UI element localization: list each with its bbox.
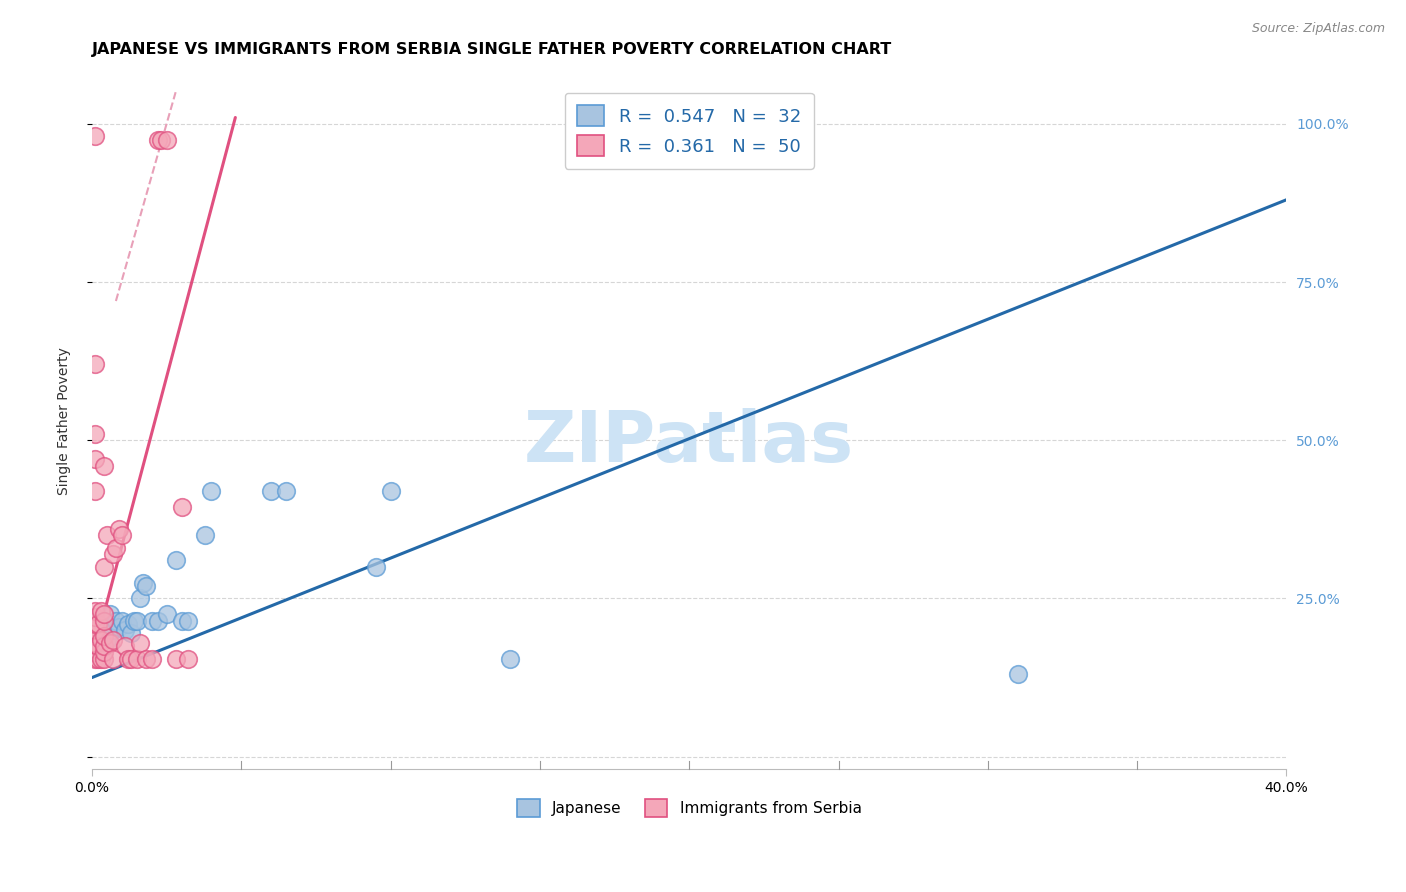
Point [93, 639, 115, 653]
Point [176, 651, 198, 665]
Point [96, 528, 118, 542]
Point [200, 483, 222, 498]
Point [149, 133, 172, 147]
Point [84, 645, 107, 659]
Point [141, 614, 163, 628]
Point [87, 616, 110, 631]
Point [122, 614, 145, 628]
Point [84, 626, 107, 640]
Point [84, 483, 107, 498]
Point [101, 632, 124, 647]
Point [132, 575, 155, 590]
Point [90, 604, 112, 618]
Point [111, 614, 134, 628]
Point [141, 651, 163, 665]
Point [84, 357, 107, 371]
Point [90, 620, 112, 634]
Point [84, 604, 107, 618]
Point [274, 483, 297, 498]
Point [135, 579, 157, 593]
Point [93, 614, 115, 628]
Point [176, 614, 198, 628]
Point [125, 614, 148, 628]
Point [87, 639, 110, 653]
Point [104, 614, 127, 628]
Point [93, 629, 115, 643]
Point [101, 547, 124, 561]
Point [93, 607, 115, 622]
Point [170, 500, 193, 514]
Point [104, 541, 127, 555]
Point [146, 614, 169, 628]
Text: Source: ZipAtlas.com: Source: ZipAtlas.com [1251, 22, 1385, 36]
Point [101, 651, 124, 665]
Point [146, 133, 169, 147]
Point [165, 651, 187, 665]
Point [380, 483, 402, 498]
Point [93, 559, 115, 574]
Point [108, 620, 131, 634]
Point [87, 614, 110, 628]
Point [93, 614, 115, 628]
Point [120, 651, 142, 665]
Legend: Japanese, Immigrants from Serbia: Japanese, Immigrants from Serbia [509, 791, 869, 824]
Point [114, 639, 136, 653]
Point [135, 651, 157, 665]
Point [93, 458, 115, 473]
Point [499, 651, 522, 665]
Point [98, 607, 121, 622]
Point [84, 626, 107, 640]
Point [84, 651, 107, 665]
Y-axis label: Single Father Poverty: Single Father Poverty [58, 347, 72, 495]
Point [84, 129, 107, 144]
Point [84, 629, 107, 643]
Point [260, 483, 283, 498]
Point [108, 522, 131, 536]
Point [120, 626, 142, 640]
Point [96, 632, 118, 647]
Point [128, 591, 150, 606]
Point [117, 651, 139, 665]
Point [84, 623, 107, 637]
Point [84, 616, 107, 631]
Point [93, 645, 115, 659]
Point [93, 651, 115, 665]
Text: ZIPatlas: ZIPatlas [524, 408, 855, 476]
Point [128, 636, 150, 650]
Text: JAPANESE VS IMMIGRANTS FROM SERBIA SINGLE FATHER POVERTY CORRELATION CHART: JAPANESE VS IMMIGRANTS FROM SERBIA SINGL… [91, 42, 893, 57]
Point [156, 607, 179, 622]
Point [98, 636, 121, 650]
Point [90, 651, 112, 665]
Point [84, 452, 107, 467]
Point [84, 426, 107, 441]
Point [111, 528, 134, 542]
Point [1007, 667, 1029, 681]
Point [170, 614, 193, 628]
Point [87, 651, 110, 665]
Point [165, 553, 187, 567]
Point [84, 610, 107, 624]
Point [84, 642, 107, 657]
Point [125, 651, 148, 665]
Point [90, 632, 112, 647]
Point [156, 133, 179, 147]
Point [364, 559, 387, 574]
Point [101, 623, 124, 637]
Point [194, 528, 217, 542]
Point [114, 623, 136, 637]
Point [84, 636, 107, 650]
Point [117, 616, 139, 631]
